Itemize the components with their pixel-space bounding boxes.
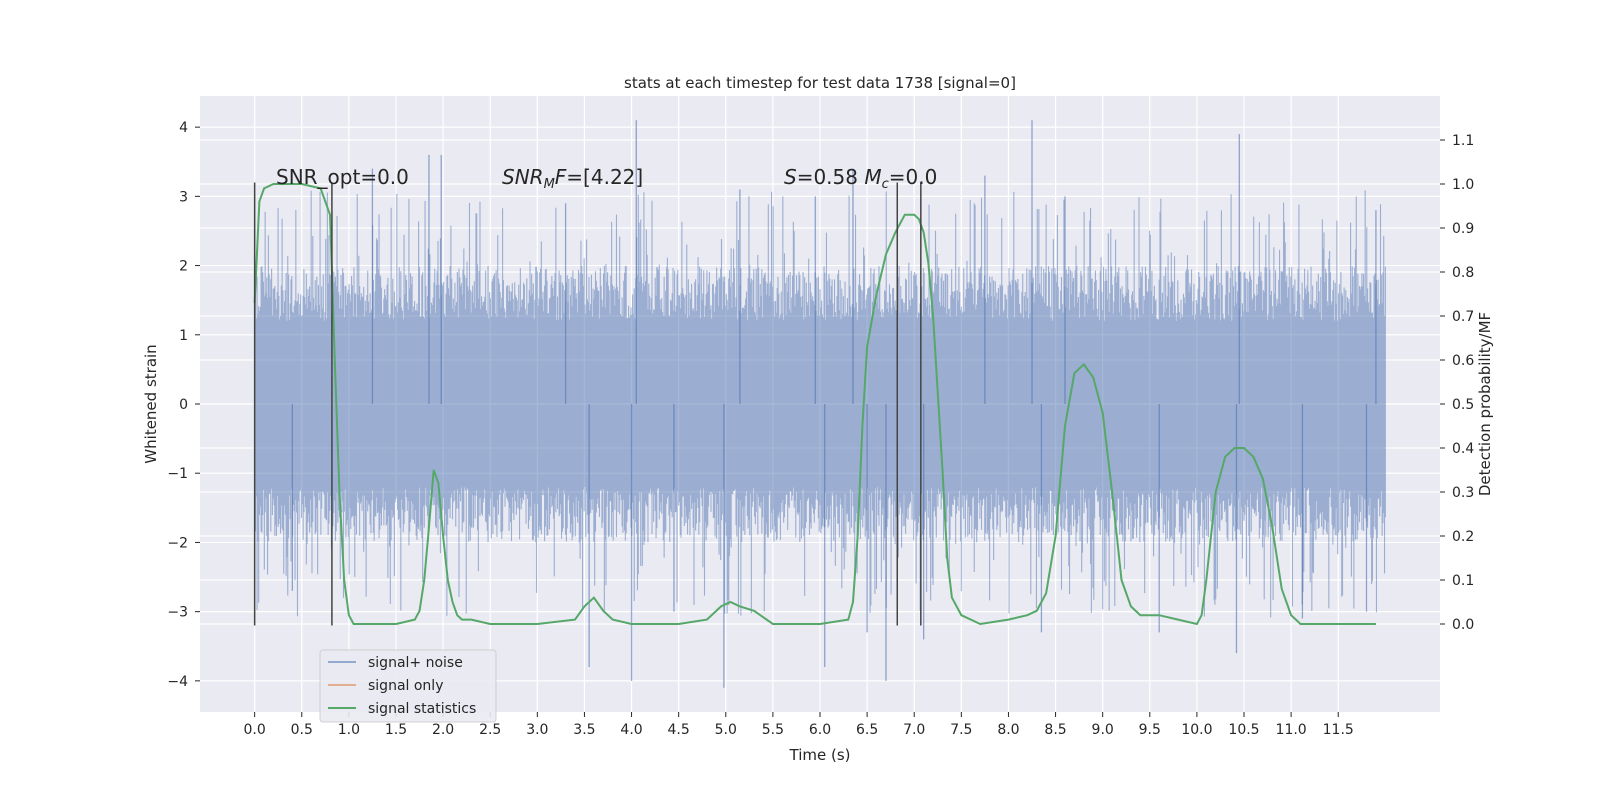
- x-tick-label: 0.0: [244, 722, 266, 738]
- signal-statistics-line: [253, 183, 1376, 626]
- y-tick-label-left: −4: [167, 674, 188, 690]
- x-tick-label: 9.5: [1139, 722, 1161, 738]
- x-tick-label: 7.0: [903, 722, 925, 738]
- y-tick-label-left: −1: [167, 466, 188, 482]
- x-tick-label: 4.5: [668, 722, 690, 738]
- y-tick-label-right: 0.1: [1452, 573, 1474, 589]
- y-tick-label-right: 0.2: [1452, 529, 1474, 545]
- annotation-snr-mf: SNRMF=[4.22]: [502, 165, 643, 192]
- y-axis-label-right: Detection probability/MF: [1476, 312, 1494, 496]
- y-tick-label-right: 1.1: [1452, 133, 1474, 149]
- legend-box: [319, 649, 497, 723]
- y-tick-label-left: 3: [179, 189, 188, 205]
- annotation-snr-opt: SNR_opt=0.0: [276, 165, 409, 189]
- x-tick-label: 0.5: [291, 722, 313, 738]
- y-tick-label-right: 0.5: [1452, 397, 1474, 413]
- legend: signal+ noise signal only signal statist…: [319, 649, 497, 723]
- y-tick-label-right: 0.7: [1452, 309, 1474, 325]
- vertical-markers: [253, 182, 922, 626]
- y-tick-label-right: 0.3: [1452, 485, 1474, 501]
- x-tick-label: 3.5: [573, 722, 595, 738]
- y-tick-label-right: 0.8: [1452, 265, 1474, 281]
- x-tick-label: 9.0: [1092, 722, 1114, 738]
- x-tick-label: 6.0: [809, 722, 831, 738]
- legend-label-signal-statistics: signal statistics: [368, 701, 476, 717]
- x-tick-label: 5.0: [715, 722, 737, 738]
- x-tick-label: 8.0: [997, 722, 1019, 738]
- x-tick-label: 1.0: [338, 722, 360, 738]
- signal-noise-series: [254, 120, 1386, 688]
- y-tick-label-left: −3: [167, 605, 188, 621]
- x-tick-label: 11.0: [1276, 722, 1307, 738]
- y-tick-label-left: −2: [167, 535, 188, 551]
- y-tick-label-left: 0: [179, 397, 188, 413]
- legend-label-signal-noise: signal+ noise: [368, 655, 463, 671]
- y-tick-label-left: 4: [179, 120, 188, 136]
- annotations: SNR_opt=0.0 SNRMF=[4.22] S=0.58 Mc=0.0: [276, 165, 937, 192]
- x-tick-label: 10.5: [1228, 722, 1259, 738]
- y-tick-label-right: 0.9: [1452, 221, 1474, 237]
- y-axis-label-left: Whitened strain: [142, 344, 160, 463]
- x-tick-label: 4.0: [620, 722, 642, 738]
- annotation-s-mc: S=0.58 Mc=0.0: [784, 165, 937, 192]
- y-tick-label-right: 0.4: [1452, 441, 1474, 457]
- y-tick-label-left: 2: [179, 259, 188, 275]
- x-tick-label: 11.5: [1323, 722, 1354, 738]
- x-axis-label: Time (s): [789, 746, 851, 764]
- x-tick-label: 1.5: [385, 722, 407, 738]
- x-tick-label: 2.0: [432, 722, 454, 738]
- signal-statistics-series: [253, 183, 1376, 626]
- y-tick-label-right: 1.0: [1452, 177, 1474, 193]
- x-tick-label: 8.5: [1044, 722, 1066, 738]
- x-tick-label: 7.5: [950, 722, 972, 738]
- x-tick-label: 5.5: [762, 722, 784, 738]
- y-tick-label-right: 0.6: [1452, 353, 1474, 369]
- x-tick-label: 3.0: [526, 722, 548, 738]
- y-tick-label-left: 1: [179, 328, 188, 344]
- x-tick-label: 10.0: [1181, 722, 1212, 738]
- axes: 0.0 0.5 1.0 1.5 2.0 2.5 3.0 3.5 4.0 4.5 5.0 5.5 6.0 6…: [167, 120, 1474, 738]
- x-tick-label: 6.5: [856, 722, 878, 738]
- y-tick-label-right: 0.0: [1452, 617, 1474, 633]
- chart-title: stats at each timestep for test data 173…: [624, 74, 1016, 92]
- x-tick-label: 2.5: [479, 722, 501, 738]
- legend-label-signal-only: signal only: [368, 678, 443, 694]
